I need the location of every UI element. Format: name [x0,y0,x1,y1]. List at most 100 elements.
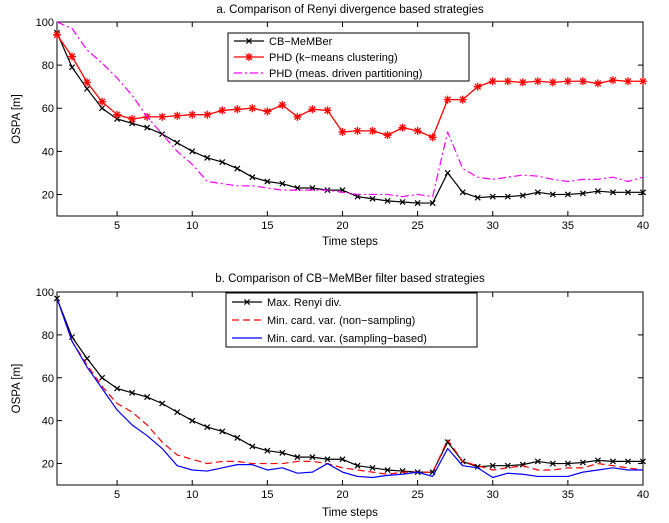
data-point-marker [233,105,242,114]
data-point-marker [174,139,181,146]
data-point-marker [564,191,571,198]
data-point-marker [354,462,361,469]
data-point-marker [249,443,256,450]
legend-label: Max. Renyi div. [267,297,341,309]
data-point-marker [398,123,407,132]
data-point-marker [279,180,286,187]
chart-panel-a: a. Comparison of Renyi divergence based … [11,4,649,248]
plot-area-frame [56,21,644,217]
data-point-marker [548,78,557,87]
data-point-marker [444,169,451,176]
data-point-marker [99,105,106,112]
data-point-marker [473,82,482,91]
data-point-marker [84,355,91,362]
data-point-marker [249,174,256,181]
series-line [56,298,643,473]
data-point-marker [219,159,226,166]
data-point-marker [519,192,526,199]
x-tick-label: 10 [186,489,198,501]
legend-marker [243,298,251,306]
data-point-marker [458,95,467,104]
data-point-marker [503,77,512,86]
data-point-marker [129,389,136,396]
data-point-marker [203,110,212,119]
data-point-marker [144,124,151,131]
data-point-marker [594,457,601,464]
data-point-marker [323,106,332,115]
data-point-marker [114,385,121,392]
x-tick-label: 30 [487,489,499,501]
data-point-marker [639,77,647,86]
series-3 [56,298,643,479]
legend-label: Min. card. var. (non−sampling) [267,315,415,327]
data-point-marker [309,454,316,461]
data-point-marker [189,417,196,424]
data-point-marker [144,394,151,401]
data-point-marker [338,127,347,136]
data-point-marker [218,106,227,115]
data-point-marker [563,77,572,86]
data-point-marker [99,374,106,381]
data-point-marker [68,52,77,61]
data-point-marker [639,189,647,196]
data-point-marker [159,400,166,407]
data-point-marker [459,189,466,196]
legend: Max. Renyi div. Min. card. var. (non−samp… [225,292,478,348]
y-tick-label: 80 [42,60,54,72]
data-point-marker [533,77,542,86]
data-point-marker [384,197,391,204]
data-point-marker [549,460,556,467]
data-point-marker [488,77,497,86]
data-point-marker [428,133,437,142]
x-tick-label: 15 [261,220,273,232]
data-point-marker [204,424,211,431]
series-2 [56,298,644,475]
chart-title: b. Comparison of CB−MeMBer filter based … [215,273,485,285]
data-point-marker [593,79,602,88]
data-point-marker [219,428,226,435]
x-tick-label: 30 [487,220,499,232]
y-tick-label: 100 [36,287,54,299]
data-point-marker [113,110,122,119]
data-point-marker [414,200,421,207]
series-line [56,21,644,198]
series-2 [53,30,647,142]
data-point-marker [429,200,436,207]
data-point-marker [383,131,392,140]
data-point-marker [579,190,586,197]
data-point-marker [489,462,496,469]
data-point-marker [83,78,92,87]
data-point-marker [278,100,287,109]
legend-label: CB−MeMBer [269,36,333,48]
data-point-marker [293,112,302,121]
data-point-marker [69,64,76,71]
series-3 [56,21,644,198]
plot-area-frame [56,291,644,486]
data-point-marker [399,468,406,475]
x-tick-label: 25 [411,220,423,232]
legend-label: PHD (meas. driven partitioning) [269,68,422,80]
series-line [56,298,643,479]
data-point-marker [128,115,137,123]
y-axis-label: OSPA [m] [11,364,23,414]
legend-box [225,292,478,348]
y-tick-label: 100 [36,17,54,29]
series-1 [53,29,647,207]
legend-marker [245,53,253,61]
legend-label: PHD (k−means clustering) [269,52,398,64]
chart-panel-b: b. Comparison of CB−MeMBer filter based … [11,273,649,519]
data-point-marker [504,193,511,200]
data-point-marker [413,126,422,135]
data-point-marker [639,458,647,465]
data-point-marker [308,105,317,114]
y-tick-label: 60 [42,373,54,385]
data-point-marker [384,466,391,474]
data-point-marker [369,464,376,471]
data-point-marker [534,189,541,196]
data-point-marker [518,78,527,87]
legend-label: Min. card. var. (sampling−based) [267,333,427,345]
data-point-marker [264,447,271,454]
data-point-marker [623,77,632,86]
data-point-marker [504,462,511,469]
